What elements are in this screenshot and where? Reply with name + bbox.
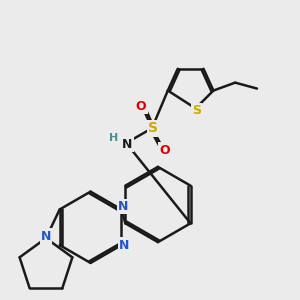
Text: N: N bbox=[41, 230, 51, 243]
Text: N: N bbox=[119, 238, 130, 252]
Text: O: O bbox=[136, 100, 146, 113]
Text: N: N bbox=[118, 200, 129, 213]
Text: S: S bbox=[192, 104, 201, 117]
Text: O: O bbox=[160, 143, 170, 157]
Text: S: S bbox=[148, 121, 158, 135]
Text: N: N bbox=[122, 138, 132, 151]
Text: H: H bbox=[109, 133, 118, 143]
